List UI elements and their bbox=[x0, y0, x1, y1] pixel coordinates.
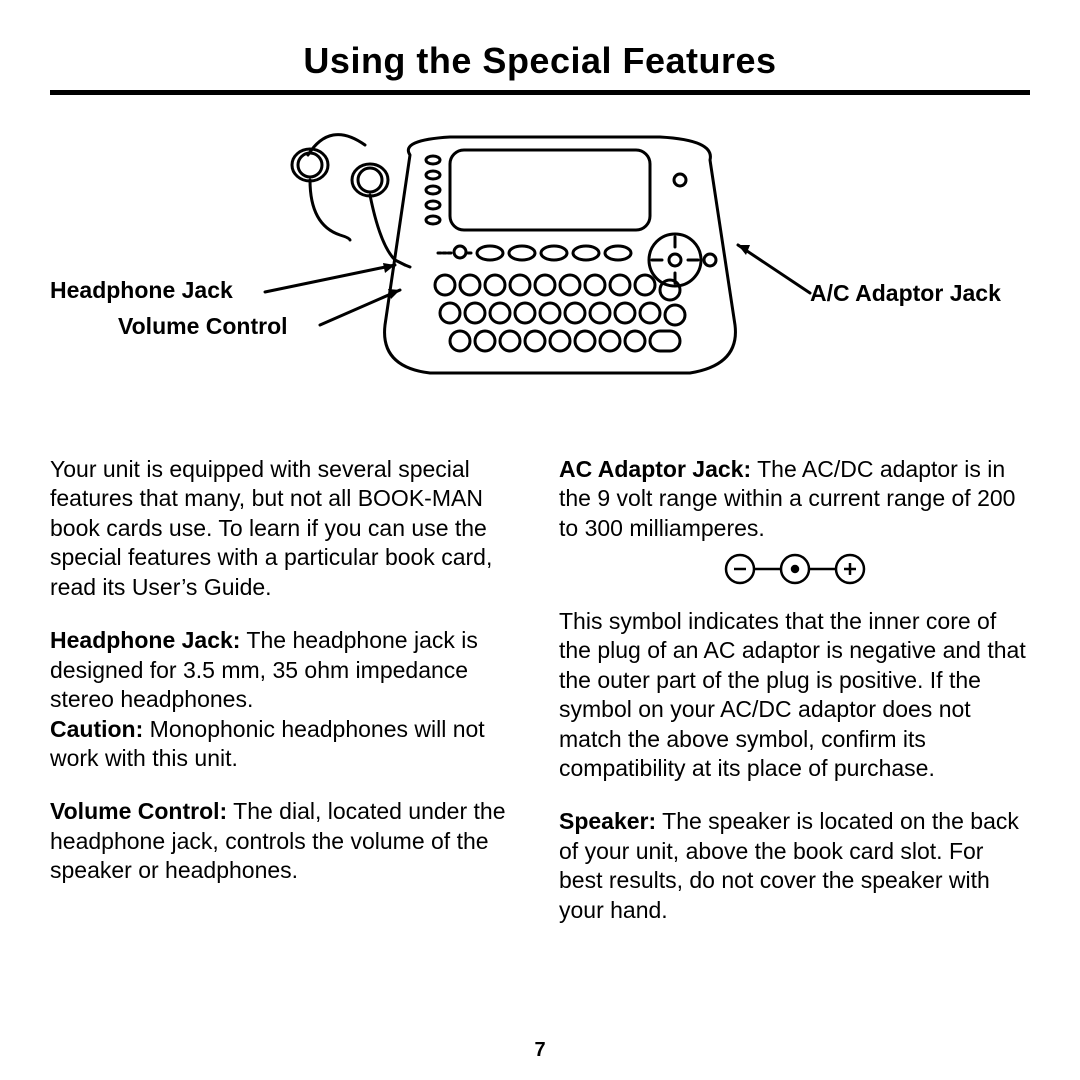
ac-adaptor-heading: AC Adaptor Jack: bbox=[559, 456, 751, 482]
ac-adaptor-paragraph: AC Adaptor Jack: The AC/DC adaptor is in… bbox=[559, 455, 1030, 543]
manual-page: Using the Special Features bbox=[0, 0, 1080, 1080]
headphone-jack-heading: Headphone Jack: bbox=[50, 627, 240, 653]
speaker-heading: Speaker: bbox=[559, 808, 656, 834]
symbol-paragraph: This symbol indicates that the inner cor… bbox=[559, 607, 1030, 784]
page-title: Using the Special Features bbox=[50, 40, 1030, 82]
caution-heading: Caution: bbox=[50, 716, 143, 742]
device-svg bbox=[50, 125, 1030, 405]
body-columns: Your unit is equipped with several speci… bbox=[50, 455, 1030, 949]
volume-control-paragraph: Volume Control: The dial, located under … bbox=[50, 797, 521, 885]
title-rule bbox=[50, 90, 1030, 95]
polarity-svg bbox=[715, 549, 875, 589]
speaker-paragraph: Speaker: The speaker is located on the b… bbox=[559, 807, 1030, 925]
polarity-symbol bbox=[559, 549, 1030, 596]
intro-paragraph: Your unit is equipped with several speci… bbox=[50, 455, 521, 602]
volume-control-heading: Volume Control: bbox=[50, 798, 227, 824]
page-number: 7 bbox=[0, 1039, 1080, 1062]
label-volume-control: Volume Control bbox=[118, 313, 288, 340]
label-ac-adaptor-jack: A/C Adaptor Jack bbox=[810, 280, 1001, 307]
label-headphone-jack: Headphone Jack bbox=[50, 277, 233, 304]
device-diagram: Headphone Jack Volume Control A/C Adapto… bbox=[50, 125, 1030, 405]
right-column: AC Adaptor Jack: The AC/DC adaptor is in… bbox=[559, 455, 1030, 949]
left-column: Your unit is equipped with several speci… bbox=[50, 455, 521, 949]
headphone-jack-paragraph: Headphone Jack: The headphone jack is de… bbox=[50, 626, 521, 773]
